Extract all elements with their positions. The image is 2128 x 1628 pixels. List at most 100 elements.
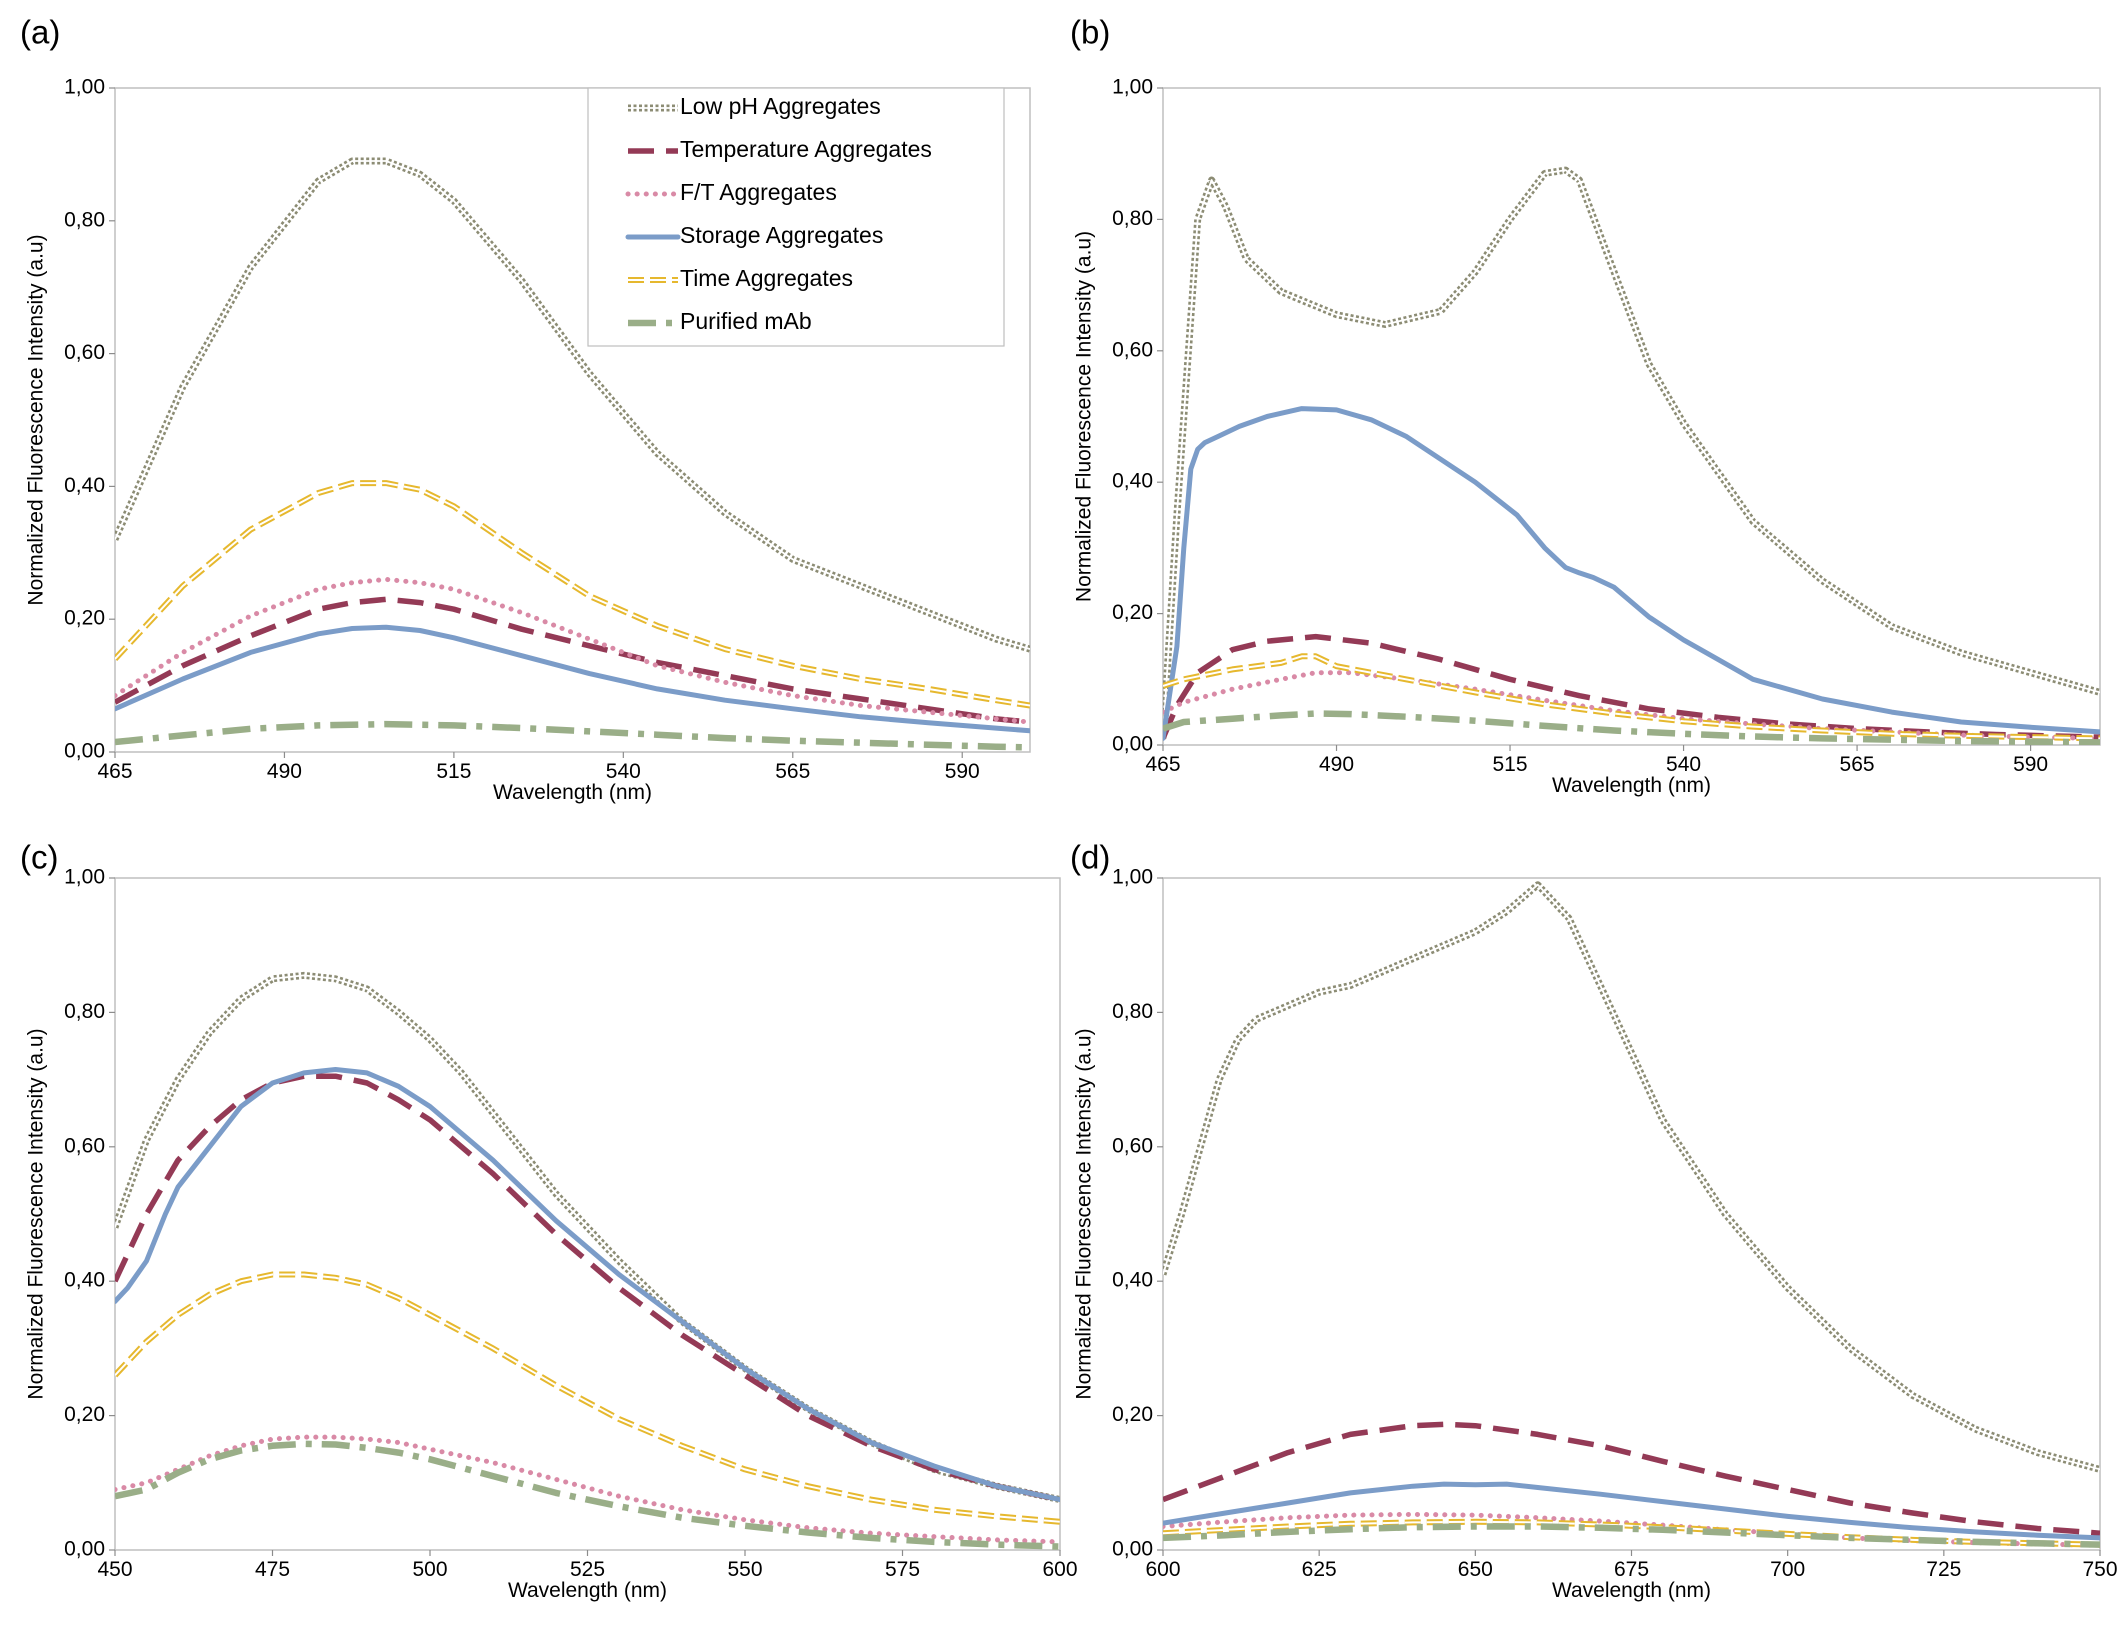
y-tick-label: 0,60	[64, 1134, 105, 1157]
series-line-temp	[1163, 1421, 2100, 1536]
x-tick-label: 700	[1770, 1558, 1805, 1581]
y-tick-label: 0,20	[1112, 1403, 1153, 1426]
y-tick-label: 0,20	[64, 1403, 105, 1426]
plot-area	[114, 877, 1061, 1551]
plot-area	[1162, 87, 2101, 746]
series-line-purified	[115, 720, 1030, 751]
y-tick-label: 0,00	[64, 1538, 105, 1561]
series-line-time	[1163, 653, 2100, 742]
y-tick-label: 1,00	[1112, 76, 1153, 99]
y-tick-label: 0,40	[64, 474, 105, 497]
x-tick-label: 500	[412, 1558, 447, 1581]
series-line-time	[115, 1271, 1060, 1525]
x-tick-label: 565	[775, 760, 810, 783]
series-group	[115, 971, 1060, 1550]
y-tick-label: 0,80	[1112, 1000, 1153, 1023]
x-axis-label: Wavelength (nm)	[1552, 774, 1711, 797]
x-tick-label: 465	[97, 760, 132, 783]
panel-label: (d)	[1070, 839, 1110, 876]
legend-label-temp: Temperature Aggregates	[680, 136, 932, 162]
y-tick-label: 0,80	[1112, 207, 1153, 230]
series-line-storage	[1163, 406, 2100, 741]
x-tick-label: 540	[1666, 753, 1701, 776]
y-axis-label: Normalized Fluorescence Intensity (a.u)	[1073, 231, 1096, 602]
x-axis-label: Wavelength (nm)	[508, 1579, 667, 1602]
series-line-purified	[1163, 1523, 2100, 1548]
y-axis-label: Normalized Fluorescence Intensity (a.u)	[1073, 1028, 1096, 1399]
x-tick-label: 490	[1319, 753, 1354, 776]
chart-panel-1: (a) 0,00 0,20 0,40 0,60 0,80 1,00 465 490 515 540 5…	[20, 14, 1031, 804]
legend-box	[587, 87, 1005, 347]
x-tick-label: 590	[2013, 753, 2048, 776]
y-tick-label: 0,80	[64, 1000, 105, 1023]
legend-label-time: Time Aggregates	[680, 265, 853, 291]
plot-area	[1162, 877, 2101, 1551]
y-tick-label: 0,00	[1112, 733, 1153, 756]
x-tick-label: 490	[267, 760, 302, 783]
x-tick-label: 725	[1926, 1558, 1961, 1581]
series-group	[1163, 881, 2100, 1548]
legend-label-purified: Purified mAb	[680, 308, 812, 334]
y-tick-label: 0,40	[1112, 1269, 1153, 1292]
y-tick-label: 0,00	[1112, 1538, 1153, 1561]
series-line-ft	[1163, 670, 2100, 741]
series-line-purified	[115, 1440, 1060, 1550]
y-axis-label: Normalized Fluorescence Intensity (a.u)	[25, 234, 48, 605]
series-line-storage	[115, 624, 1030, 734]
y-tick-label: 1,00	[1112, 866, 1153, 889]
panel-label: (a)	[20, 14, 60, 51]
x-axis-label: Wavelength (nm)	[493, 781, 652, 804]
x-tick-label: 625	[1302, 1558, 1337, 1581]
series-line-storage	[1163, 1481, 2100, 1541]
series-group	[115, 157, 1030, 751]
series-line-ft	[115, 576, 1030, 725]
y-tick-label: 0,60	[1112, 338, 1153, 361]
series-line-temp	[115, 1073, 1060, 1503]
x-tick-label: 450	[97, 1558, 132, 1581]
y-tick-label: 0,40	[1112, 470, 1153, 493]
x-tick-label: 550	[727, 1558, 762, 1581]
y-tick-label: 1,00	[64, 76, 105, 99]
x-tick-label: 475	[255, 1558, 290, 1581]
x-tick-label: 515	[436, 760, 471, 783]
y-tick-label: 0,20	[1112, 601, 1153, 624]
chart-panel-2: (b) 0,00 0,20 0,40 0,60 0,80 1,00 465 490 515 540 5…	[1070, 14, 2101, 797]
series-line-temp	[115, 596, 1030, 725]
x-tick-label: 590	[945, 760, 980, 783]
y-tick-label: 0,20	[64, 607, 105, 630]
y-tick-label: 0,60	[1112, 1134, 1153, 1157]
series-line-time	[115, 480, 1030, 709]
x-tick-label: 515	[1493, 753, 1528, 776]
panel-label: (c)	[20, 839, 58, 876]
series-line-lowph	[1163, 166, 2100, 739]
y-tick-label: 0,80	[64, 208, 105, 231]
x-tick-label: 600	[1145, 1558, 1180, 1581]
x-tick-label: 575	[885, 1558, 920, 1581]
legend-label-ft: F/T Aggregates	[680, 179, 837, 205]
x-tick-label: 750	[2082, 1558, 2117, 1581]
y-tick-label: 1,00	[64, 866, 105, 889]
series-line-lowph	[1163, 881, 2100, 1473]
y-axis-label: Normalized Fluorescence Intensity (a.u)	[25, 1028, 48, 1399]
series-group	[1163, 166, 2100, 745]
legend-label-lowph: Low pH Aggregates	[680, 93, 881, 119]
y-tick-label: 0,40	[64, 1269, 105, 1292]
series-line-lowph	[115, 157, 1030, 653]
x-tick-label: 465	[1145, 753, 1180, 776]
x-axis-label: Wavelength (nm)	[1552, 1579, 1711, 1602]
series-line-ft	[115, 1434, 1060, 1545]
x-tick-label: 650	[1458, 1558, 1493, 1581]
x-tick-label: 525	[570, 1558, 605, 1581]
y-tick-label: 0,60	[64, 341, 105, 364]
chart-panel-3: (c) 0,00 0,20 0,40 0,60 0,80 1,00 450 475 500 525 5…	[20, 839, 1078, 1602]
x-tick-label: 540	[606, 760, 641, 783]
x-tick-label: 600	[1042, 1558, 1077, 1581]
legend-label-storage: Storage Aggregates	[680, 222, 883, 248]
x-tick-label: 675	[1614, 1558, 1649, 1581]
legend: Low pH Aggregates Temperature Aggregates F…	[587, 87, 1005, 347]
panel-label: (b)	[1070, 14, 1110, 51]
y-tick-label: 0,00	[64, 740, 105, 763]
series-line-purified	[1163, 710, 2100, 745]
chart-panel-4: (d) 0,00 0,20 0,40 0,60 0,80 1,00 600 625 650 675 7…	[1070, 839, 2118, 1602]
